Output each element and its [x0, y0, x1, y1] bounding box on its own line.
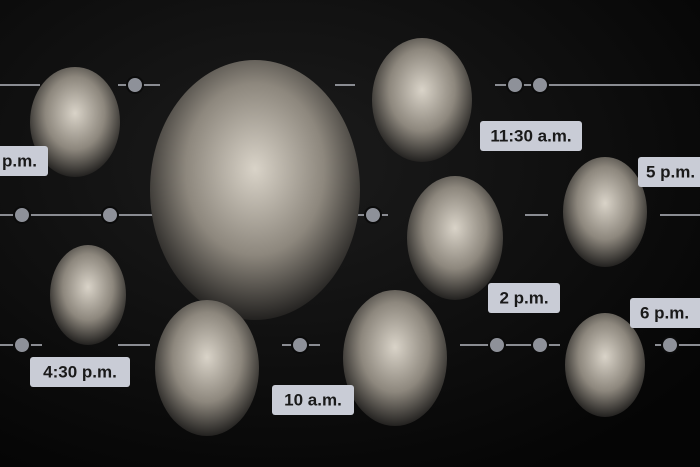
- portrait: [155, 300, 259, 436]
- portrait: [343, 290, 447, 426]
- time-label: 2 p.m.: [499, 288, 548, 307]
- portrait: [372, 38, 472, 162]
- time-label: 6 p.m.: [640, 303, 689, 322]
- portraits: [30, 38, 647, 436]
- portrait: [563, 157, 647, 267]
- timeline-lines: [0, 76, 700, 354]
- portrait: [407, 176, 503, 300]
- portrait: [50, 245, 126, 345]
- time-label: 11:30 a.m.: [490, 126, 571, 145]
- portrait: [565, 313, 645, 417]
- portrait: [30, 67, 120, 177]
- time-label: 4:30 p.m.: [43, 362, 117, 381]
- time-labels: p.m. 11:30 a.m. 5 p.m. 2 p.m. 6 p.m. 4:3…: [0, 121, 700, 415]
- portrait: [150, 60, 360, 320]
- time-label: p.m.: [2, 151, 37, 170]
- time-label: 10 a.m.: [284, 390, 342, 409]
- time-label: 5 p.m.: [646, 162, 695, 181]
